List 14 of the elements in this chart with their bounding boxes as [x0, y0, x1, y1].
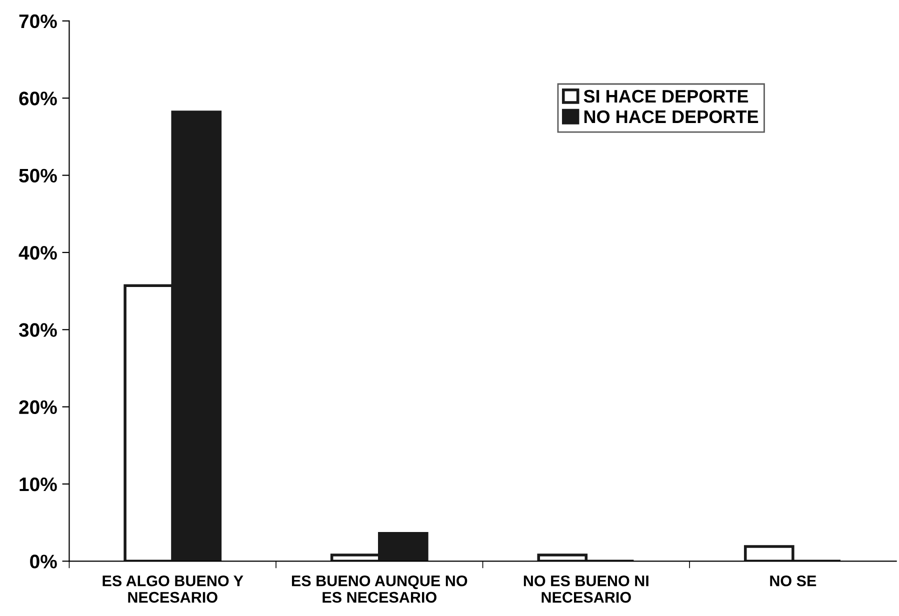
y-tick-label: 0% — [30, 554, 57, 568]
y-tick-label: 70% — [19, 14, 57, 28]
legend-label: SI HACE DEPORTE — [584, 90, 748, 103]
x-tick-label: ES ALGO BUENO Y NECESARIO — [102, 575, 244, 603]
y-tick-label: 30% — [18, 323, 57, 337]
y-tick-label: 50% — [19, 168, 57, 183]
x-tick-label: NO SE — [770, 575, 816, 586]
y-tick-label: 40% — [18, 246, 57, 260]
y-tick-label: 60% — [19, 92, 57, 106]
y-tick-label: 10% — [20, 477, 57, 492]
legend-label: NO HACE DEPORTE — [584, 110, 758, 124]
x-tick-label: NO ES BUENO NI NECESARIO — [524, 575, 648, 603]
y-tick-label: 20% — [19, 400, 57, 414]
x-tick-label: ES BUENO AUNQUE NO ES NECESARIO — [292, 575, 468, 603]
